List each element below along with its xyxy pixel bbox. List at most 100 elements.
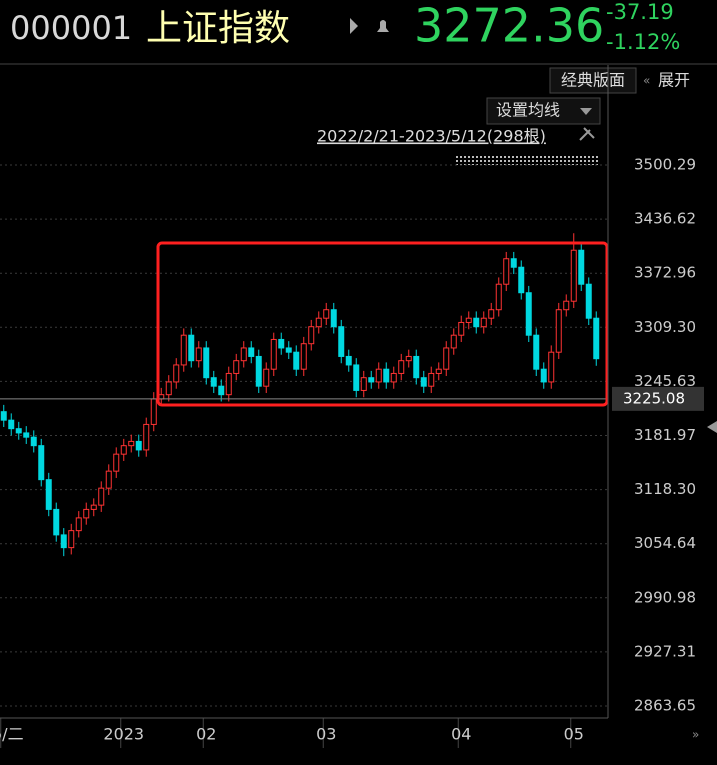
candle-body [578,249,585,285]
candle-body [120,445,127,455]
candle-body [300,343,307,370]
candle-body [525,292,532,336]
candle-body [518,266,525,294]
candle-body [540,368,547,383]
crosshair-label: 3225.08 [623,389,685,407]
side-arrow[interactable] [707,421,717,433]
stock-name: 上证指数 [146,8,290,49]
candle-body [473,317,480,328]
indicator-bar [455,156,598,165]
candle-body [225,372,232,396]
candle-body [405,355,412,362]
candle-body [15,428,22,434]
candle-body [135,440,142,451]
candle-body [510,258,517,268]
scroll-icon[interactable]: » [692,728,699,742]
candle-body [210,377,217,387]
play-icon[interactable] [350,18,358,34]
ma-button-label: 设置均线 [496,101,560,120]
candle-body [413,355,420,379]
x-tick-label: 03 [316,725,336,744]
candle-body [53,508,60,536]
candle-body [255,355,262,387]
stock-code: 000001 [10,9,132,47]
y-tick-label: 3054.64 [634,534,696,552]
candle-body [113,453,120,472]
highlight-box [156,241,609,407]
layout-button[interactable] [549,67,637,94]
y-tick-label: 2863.65 [634,696,696,714]
candle-body [0,411,7,421]
candle-body [503,258,510,285]
candle-body [563,300,570,311]
x-tick-label: 04 [451,725,471,744]
candle-body [390,372,397,383]
candle-body [128,440,135,447]
expand-button[interactable]: 展开 [658,71,690,90]
candle-body [203,347,210,379]
candle-body [443,347,450,370]
x-tick-label: 05 [564,725,584,744]
bell-icon[interactable] [377,20,389,32]
candle-body [285,347,292,353]
y-tick-label: 3181.97 [634,426,696,444]
candle-body [375,368,382,383]
x-tick-label: 5/二 [0,725,24,744]
candle-body [450,334,457,349]
candle-body [150,398,157,425]
candle-body [165,381,172,396]
pin-icon[interactable] [579,127,595,141]
candle-body [173,364,180,383]
y-tick-label: 2927.31 [634,642,696,660]
candle-body [8,419,15,430]
candle-body [495,283,502,311]
candle-body [548,351,555,383]
candle-body [45,479,52,510]
price: 3272.36 [414,0,604,53]
y-tick-label: 3309.30 [634,318,696,336]
change-pct: -1.12% [606,30,680,54]
candle-body [188,334,195,362]
y-tick-label: 2990.98 [634,588,696,606]
candle-body [465,317,472,323]
y-tick-label: 3245.63 [634,372,696,390]
date-range[interactable]: 2022/2/21-2023/5/12(298根) [317,127,546,146]
candle-body [38,445,45,481]
candle-body [270,338,277,370]
candle-body [98,487,105,506]
layout-button-label: 经典版面 [561,71,625,90]
candle-body [23,432,30,438]
candle-body [195,347,202,362]
candle-body [345,355,352,366]
candle-body [488,309,495,319]
y-tick-label: 3118.30 [634,480,696,498]
candle-body [75,517,82,532]
candle-body [105,470,112,489]
candle-body [330,309,337,328]
candle-body [315,317,322,328]
y-tick-label: 3436.62 [634,210,696,228]
candle-body [338,326,345,357]
ma-button[interactable] [486,97,601,125]
candle-body [585,283,592,319]
candle-body [323,309,330,319]
candle-body [90,504,97,510]
candle-body [278,338,285,349]
candle-body [218,385,225,396]
y-tick-label: 3372.96 [634,264,696,282]
dropdown-icon [580,108,592,115]
collapse-icon[interactable]: « [643,74,650,88]
candle-body [398,360,405,374]
candle-body [240,347,247,362]
crosshair-label-box [612,386,704,411]
candle-body [428,372,435,387]
candle-body [293,351,300,370]
candle-body [143,423,150,451]
candle-body [533,334,540,370]
candle-body [480,317,487,328]
candle-body [368,377,375,383]
candle-body [263,368,270,387]
y-tick-label: 3500.29 [634,156,696,174]
candle-body [570,249,577,302]
